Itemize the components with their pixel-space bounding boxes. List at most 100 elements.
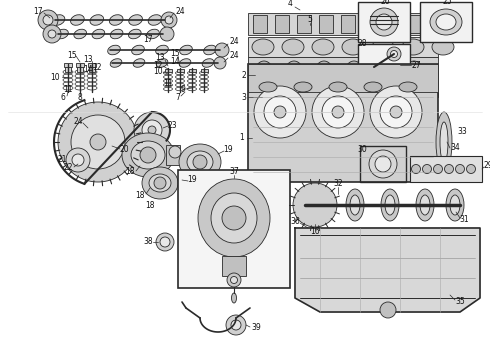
Circle shape	[456, 165, 465, 174]
Circle shape	[215, 43, 229, 57]
Text: 21: 21	[57, 156, 67, 165]
Ellipse shape	[90, 15, 103, 25]
Circle shape	[380, 302, 396, 318]
Bar	[64, 63, 72, 67]
Text: 15: 15	[170, 49, 180, 58]
Text: 36: 36	[290, 217, 300, 226]
Bar	[319, 15, 333, 33]
Ellipse shape	[259, 82, 277, 92]
Text: 12: 12	[153, 60, 163, 69]
Text: 14: 14	[170, 58, 180, 67]
Text: 10: 10	[153, 68, 163, 77]
Text: 33: 33	[457, 127, 467, 136]
Circle shape	[434, 165, 442, 174]
Ellipse shape	[348, 66, 360, 84]
Ellipse shape	[288, 66, 300, 84]
Bar	[420, 2, 472, 42]
Ellipse shape	[179, 59, 191, 67]
Circle shape	[376, 14, 392, 30]
Circle shape	[160, 27, 174, 41]
Bar	[189, 68, 196, 72]
Ellipse shape	[436, 14, 456, 30]
Circle shape	[71, 115, 125, 169]
Bar	[248, 64, 438, 182]
Text: 30: 30	[357, 145, 367, 154]
Circle shape	[332, 106, 344, 118]
Text: 10: 10	[50, 72, 60, 81]
Ellipse shape	[329, 82, 347, 92]
Text: 14: 14	[83, 66, 93, 75]
Text: 19: 19	[187, 175, 197, 184]
Ellipse shape	[385, 195, 395, 215]
Text: 29: 29	[483, 161, 490, 170]
Ellipse shape	[284, 61, 304, 89]
Bar	[358, 2, 410, 42]
Ellipse shape	[202, 59, 214, 67]
Text: 24: 24	[229, 51, 239, 60]
Ellipse shape	[344, 61, 364, 89]
Circle shape	[230, 276, 238, 284]
Ellipse shape	[110, 59, 122, 67]
Text: 13: 13	[83, 55, 93, 64]
Circle shape	[160, 237, 170, 247]
Text: 6: 6	[61, 93, 66, 102]
Text: 11: 11	[63, 85, 73, 94]
Circle shape	[363, 67, 385, 89]
Ellipse shape	[149, 174, 171, 192]
Circle shape	[226, 315, 246, 335]
Ellipse shape	[56, 29, 68, 39]
Ellipse shape	[402, 39, 424, 55]
Bar	[248, 13, 438, 35]
Circle shape	[134, 112, 170, 148]
Polygon shape	[295, 228, 480, 312]
Text: 17: 17	[33, 6, 43, 15]
Bar	[248, 37, 438, 57]
Text: 18: 18	[125, 167, 135, 176]
Circle shape	[165, 16, 173, 24]
Circle shape	[375, 156, 391, 172]
Text: 24: 24	[229, 37, 239, 46]
Ellipse shape	[71, 15, 84, 25]
Ellipse shape	[372, 39, 394, 55]
Circle shape	[412, 165, 420, 174]
Ellipse shape	[311, 189, 329, 221]
Ellipse shape	[254, 61, 274, 89]
Ellipse shape	[294, 82, 312, 92]
Circle shape	[322, 96, 354, 128]
Circle shape	[293, 183, 337, 227]
Ellipse shape	[74, 29, 87, 39]
Ellipse shape	[147, 29, 159, 39]
Circle shape	[214, 57, 226, 69]
Circle shape	[38, 10, 58, 30]
Bar	[410, 156, 482, 182]
Bar	[385, 15, 399, 33]
Text: 18: 18	[145, 201, 155, 210]
Circle shape	[370, 86, 422, 138]
Ellipse shape	[404, 61, 424, 89]
Circle shape	[444, 165, 454, 174]
Bar	[76, 63, 84, 67]
Ellipse shape	[204, 45, 216, 55]
Ellipse shape	[122, 133, 174, 177]
Text: 3: 3	[242, 93, 246, 102]
Ellipse shape	[346, 189, 364, 221]
Circle shape	[43, 25, 61, 43]
Bar	[358, 44, 410, 92]
Ellipse shape	[131, 141, 165, 169]
Bar	[166, 145, 180, 165]
Circle shape	[154, 177, 166, 189]
Circle shape	[66, 148, 90, 172]
Ellipse shape	[129, 15, 143, 25]
Circle shape	[90, 134, 106, 150]
Bar	[248, 57, 438, 95]
Text: 9: 9	[180, 85, 185, 94]
Bar	[178, 170, 290, 288]
Ellipse shape	[432, 39, 454, 55]
Circle shape	[231, 320, 241, 330]
Circle shape	[387, 47, 401, 61]
Circle shape	[369, 150, 397, 178]
Circle shape	[48, 30, 56, 38]
Bar	[88, 63, 96, 67]
Text: 2: 2	[242, 71, 246, 80]
Text: 39: 39	[251, 324, 261, 333]
